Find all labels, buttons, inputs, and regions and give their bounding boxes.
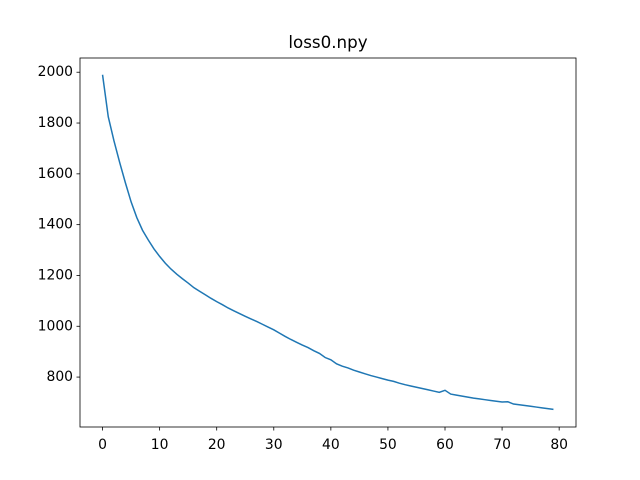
y-tick-label: 2000 xyxy=(38,64,73,80)
line xyxy=(101,74,554,411)
x-tick-label: 50 xyxy=(379,437,397,453)
y-tick-label: 1600 xyxy=(38,166,73,182)
x-tick-label: 40 xyxy=(322,437,340,453)
y-tick-label: 1200 xyxy=(38,267,73,283)
x-tick-label: 0 xyxy=(98,437,107,453)
y-tick-label: 1000 xyxy=(38,318,73,334)
x-tick-label: 60 xyxy=(436,437,454,453)
x-tick-label: 70 xyxy=(493,437,511,453)
axes-frame xyxy=(79,57,577,428)
y-tick-label: 800 xyxy=(46,369,73,385)
x-tick-label: 10 xyxy=(151,437,169,453)
chart-title: loss0.npy xyxy=(288,32,367,52)
x-tick-label: 20 xyxy=(208,437,226,453)
y-tick-label: 1400 xyxy=(38,217,73,233)
x-tick-label: 80 xyxy=(550,437,568,453)
y-tick-label: 1800 xyxy=(38,115,73,131)
x-tick-label: 30 xyxy=(265,437,283,453)
